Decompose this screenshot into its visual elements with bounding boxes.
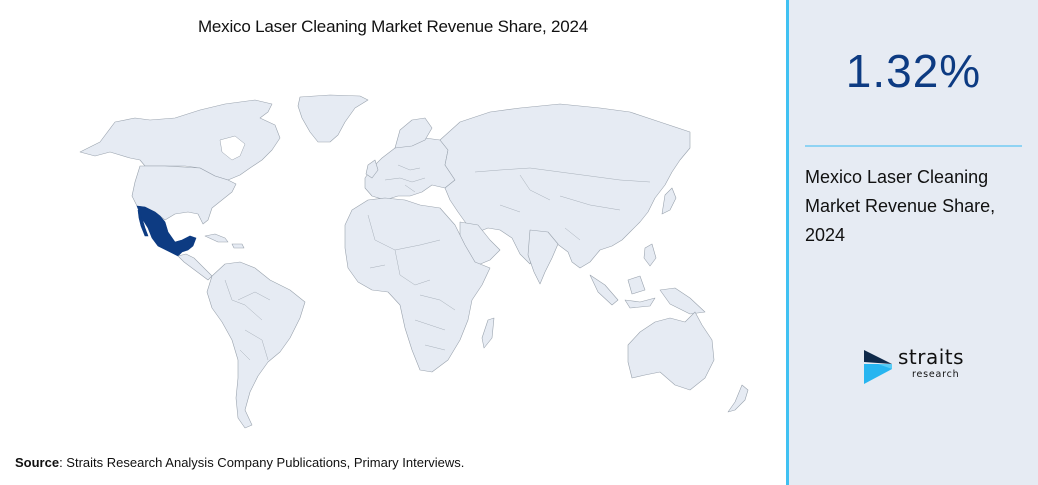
chart-title: Mexico Laser Cleaning Market Revenue Sha… — [197, 17, 589, 36]
source-label: Source — [15, 455, 60, 470]
region-new-zealand — [727, 384, 749, 413]
source-note: Source: Straits Research Analysis Compan… — [15, 455, 464, 470]
region-europe — [364, 137, 456, 201]
sa-borders — [224, 279, 271, 361]
region-australia — [627, 311, 715, 391]
region-japan — [661, 187, 677, 215]
region-africa — [344, 197, 491, 373]
region-south-america — [206, 261, 306, 429]
straits-logo-icon — [864, 350, 892, 384]
region-central-america — [177, 253, 213, 281]
asia-borders — [474, 167, 651, 241]
region-greenland — [297, 94, 369, 143]
logo-wordmark: straits — [898, 345, 965, 369]
region-mexico — [136, 205, 197, 257]
stat-divider — [805, 145, 1022, 147]
stat-panel: 1.32% Mexico Laser Cleaning Market Reven… — [789, 0, 1038, 485]
source-text: : Straits Research Analysis Company Publ… — [59, 455, 465, 470]
region-hispaniola — [231, 243, 245, 249]
share-value: 1.32% — [845, 45, 982, 97]
logo-subtext: research — [912, 369, 960, 380]
region-madagascar — [481, 317, 495, 349]
map-panel: Mexico Laser Cleaning Market Revenue Sha… — [0, 17, 786, 470]
straits-research-logo: straits research — [862, 345, 972, 387]
panel-divider — [786, 0, 789, 485]
region-philippines — [643, 243, 657, 267]
region-uk — [365, 159, 379, 179]
africa-borders — [367, 214, 456, 351]
region-cuba — [204, 233, 229, 243]
hudson-bay — [219, 135, 246, 161]
region-scandinavia — [394, 117, 433, 149]
world-map — [0, 80, 786, 450]
share-description: Mexico Laser Cleaning Market Revenue Sha… — [805, 167, 996, 245]
europe-borders — [384, 164, 426, 193]
region-india — [527, 229, 559, 285]
region-canada — [79, 99, 281, 181]
region-indonesia — [589, 274, 706, 315]
